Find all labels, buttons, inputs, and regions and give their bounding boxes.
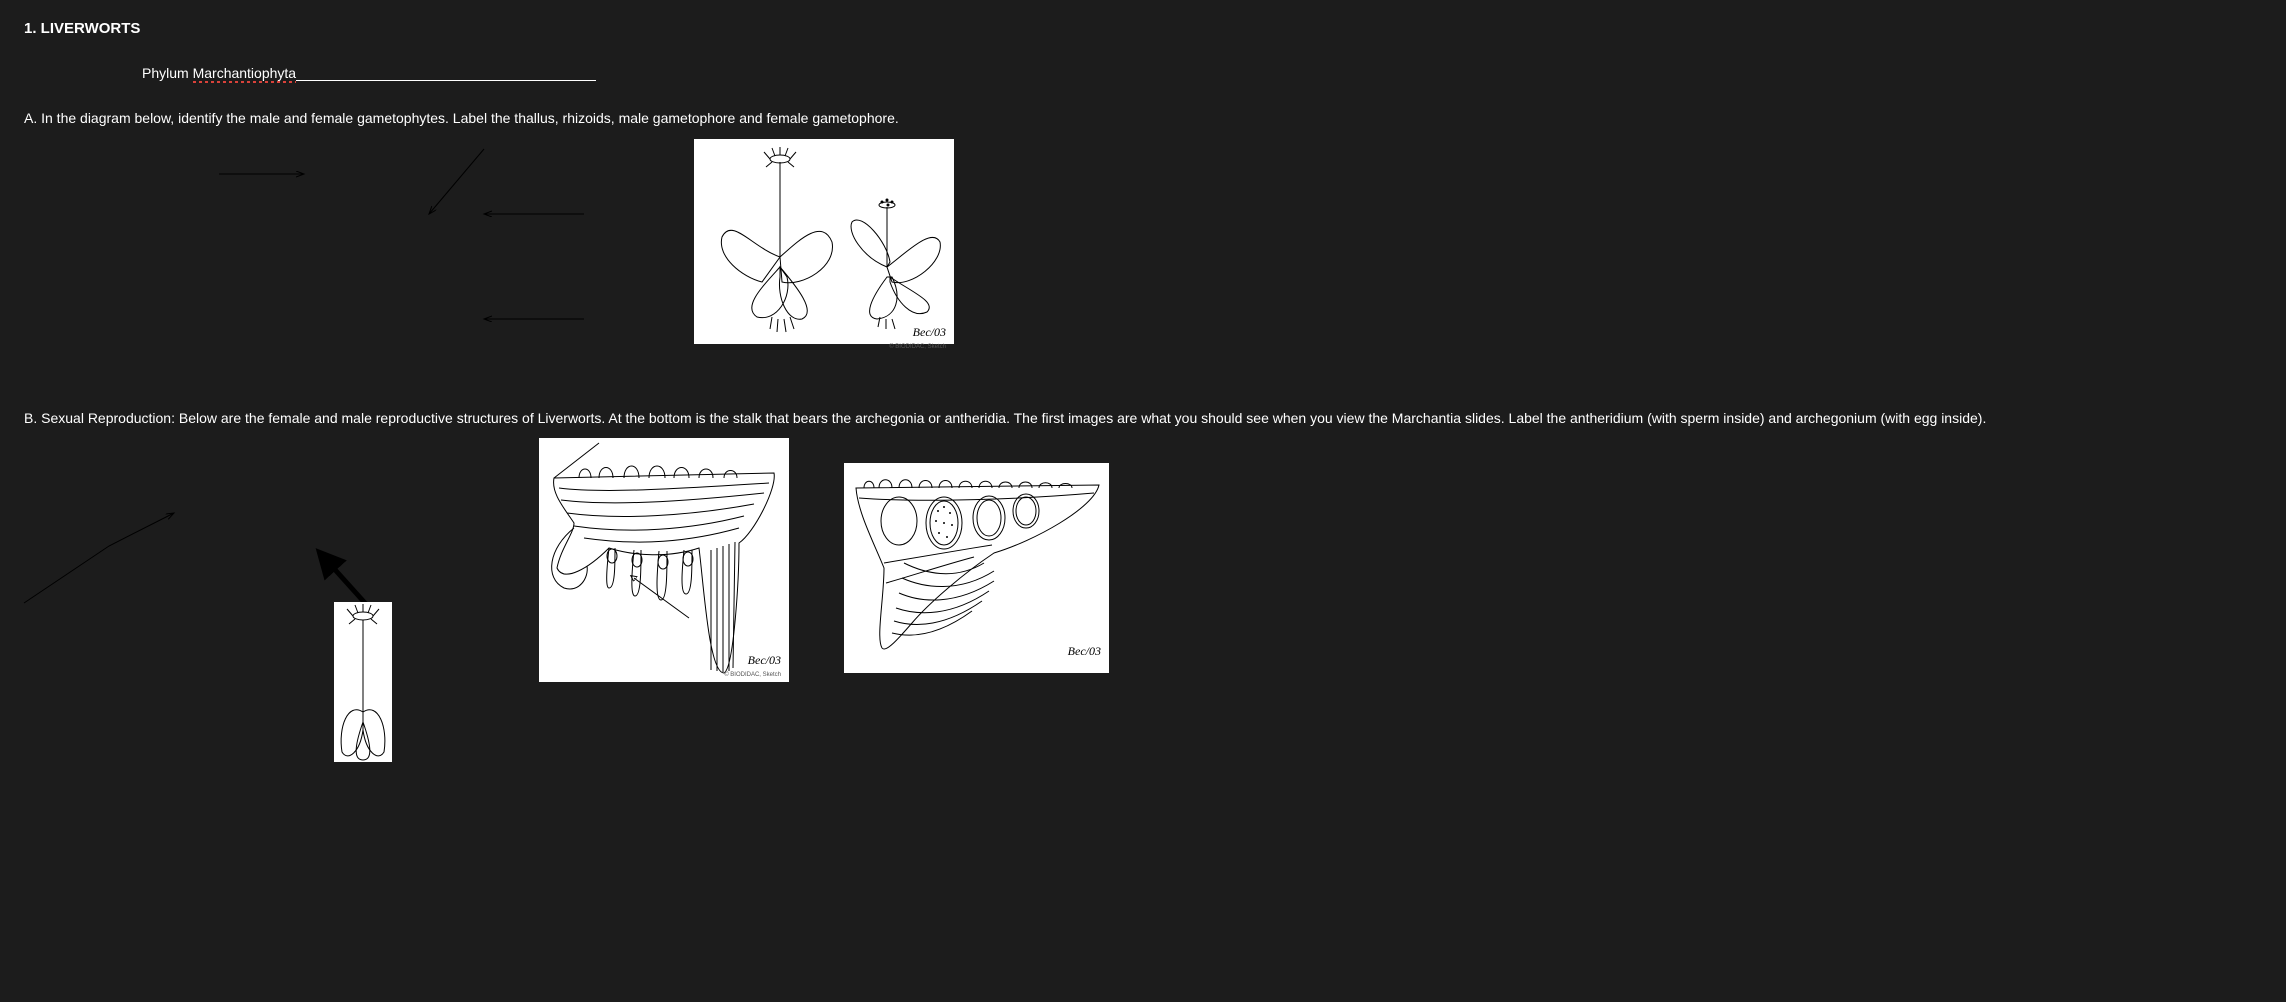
page-title: 1. LIVERWORTS <box>24 20 2262 37</box>
image-credit-sub: © BIODIDAC, Sketch <box>724 672 781 678</box>
image-credit: Bec/03 <box>913 325 946 340</box>
antheridia-cross-section: Bec/03 <box>844 463 1109 673</box>
section-b-instruction: B. Sexual Reproduction: Below are the fe… <box>24 409 2262 429</box>
section-a-diagram-area: Bec/03 © BIODIDAC, Sketch <box>24 139 2262 399</box>
stalk-sketch <box>334 602 392 762</box>
image-credit-sub: © BIODIDAC, Sketch <box>889 344 946 350</box>
gametophore-stalk <box>334 602 392 762</box>
image-credit: Bec/03 <box>1068 644 1101 659</box>
blank-line <box>296 66 596 81</box>
antheridia-sketch <box>844 463 1109 673</box>
image-credit: Bec/03 <box>748 653 781 668</box>
worksheet-page: 1. LIVERWORTS Phylum Marchantiophyta A. … <box>0 0 2286 838</box>
phylum-label: Phylum <box>142 65 189 81</box>
section-a-instruction: A. In the diagram below, identify the ma… <box>24 109 2262 129</box>
gametophyte-diagram: Bec/03 © BIODIDAC, Sketch <box>694 139 954 344</box>
archegonia-sketch <box>539 438 789 682</box>
phylum-name: Marchantiophyta <box>193 65 297 81</box>
liverwort-sketch <box>702 147 946 336</box>
label-arrows-b <box>24 438 544 798</box>
archegonia-cross-section: Bec/03 © BIODIDAC, Sketch <box>539 438 789 682</box>
phylum-line: Phylum Marchantiophyta <box>142 65 2262 81</box>
label-arrows-a <box>24 139 694 399</box>
section-b-diagram-area: Bec/03 © BIODIDAC, Sketch <box>24 438 2262 818</box>
